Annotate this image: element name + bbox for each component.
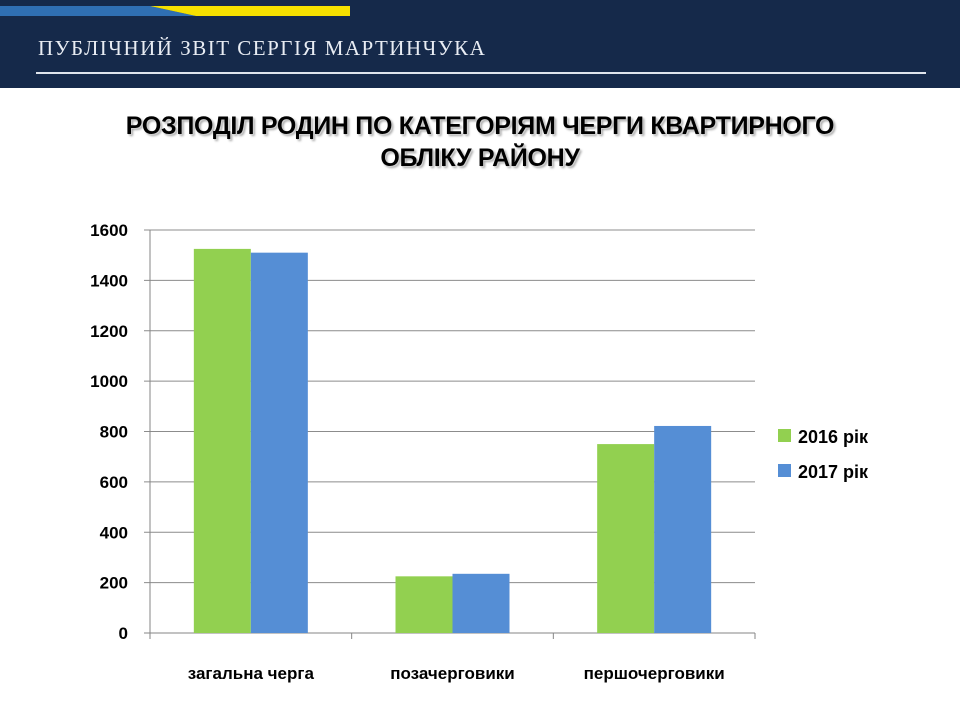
legend-swatch	[778, 429, 791, 442]
y-tick-label: 1200	[90, 322, 128, 341]
presentation-title: ПУБЛІЧНИЙ ЗВІТ СЕРГІЯ МАРТИНЧУКА	[38, 36, 487, 60]
chart-title: РОЗПОДІЛ РОДИН ПО КАТЕГОРІЯМ ЧЕРГИ КВАРТ…	[40, 110, 920, 174]
chart-title-line-1: РОЗПОДІЛ РОДИН ПО КАТЕГОРІЯМ ЧЕРГИ КВАРТ…	[125, 112, 835, 140]
y-tick-label: 600	[100, 473, 128, 492]
y-tick-label: 1600	[90, 221, 128, 240]
bar-2016-3	[597, 444, 655, 633]
legend-label: 2016 рік	[798, 427, 869, 447]
bar-2016-2	[395, 576, 453, 633]
y-tick-label: 1000	[90, 372, 128, 391]
y-tick-label: 800	[100, 423, 128, 442]
legend-label: 2017 рік	[798, 462, 869, 482]
y-tick-label: 1400	[90, 271, 128, 290]
y-tick-label: 200	[100, 574, 128, 593]
chart-title-line-2: ОБЛІКУ РАЙОНУ	[380, 144, 580, 172]
flag-stripe	[0, 6, 350, 16]
legend-swatch	[778, 464, 791, 477]
bar-2016-1	[193, 248, 251, 633]
x-category-label: загальна черга	[188, 664, 315, 683]
y-tick-label: 400	[100, 523, 128, 542]
bar-2017-1	[250, 252, 308, 633]
header-divider	[36, 72, 926, 74]
bar-2017-2	[452, 573, 510, 633]
y-tick-label: 0	[119, 624, 128, 643]
x-category-label: першочерговики	[584, 664, 725, 683]
x-category-label: позачерговики	[390, 664, 515, 683]
flag-stripe-blue	[0, 6, 196, 16]
header-bar: ПУБЛІЧНИЙ ЗВІТ СЕРГІЯ МАРТИНЧУКА	[0, 0, 960, 88]
flag-stripe-yellow	[150, 6, 350, 16]
bar-2017-3	[654, 425, 712, 633]
